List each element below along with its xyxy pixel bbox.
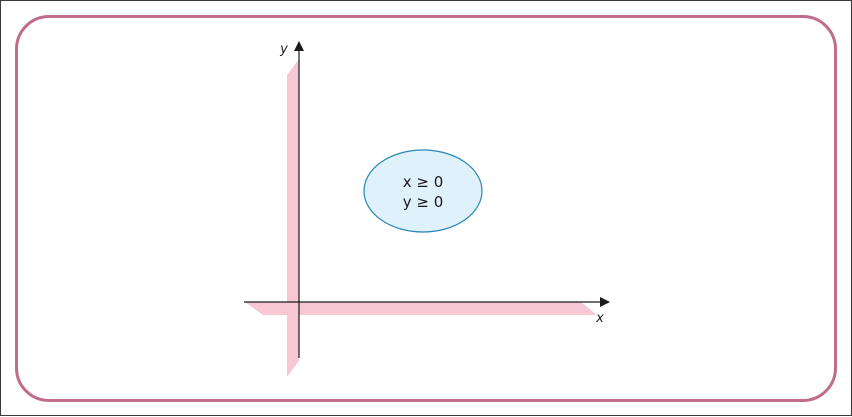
y-axis-label: y [279,42,288,57]
constraint-bubble [363,149,483,233]
y-axis-shading [287,59,299,377]
x-axis-label: x [595,311,604,326]
x-axis-shading [245,302,597,315]
constraint-x-nonnegative: x ≥ 0 [403,173,444,191]
constraint-y-nonnegative: y ≥ 0 [403,193,444,211]
